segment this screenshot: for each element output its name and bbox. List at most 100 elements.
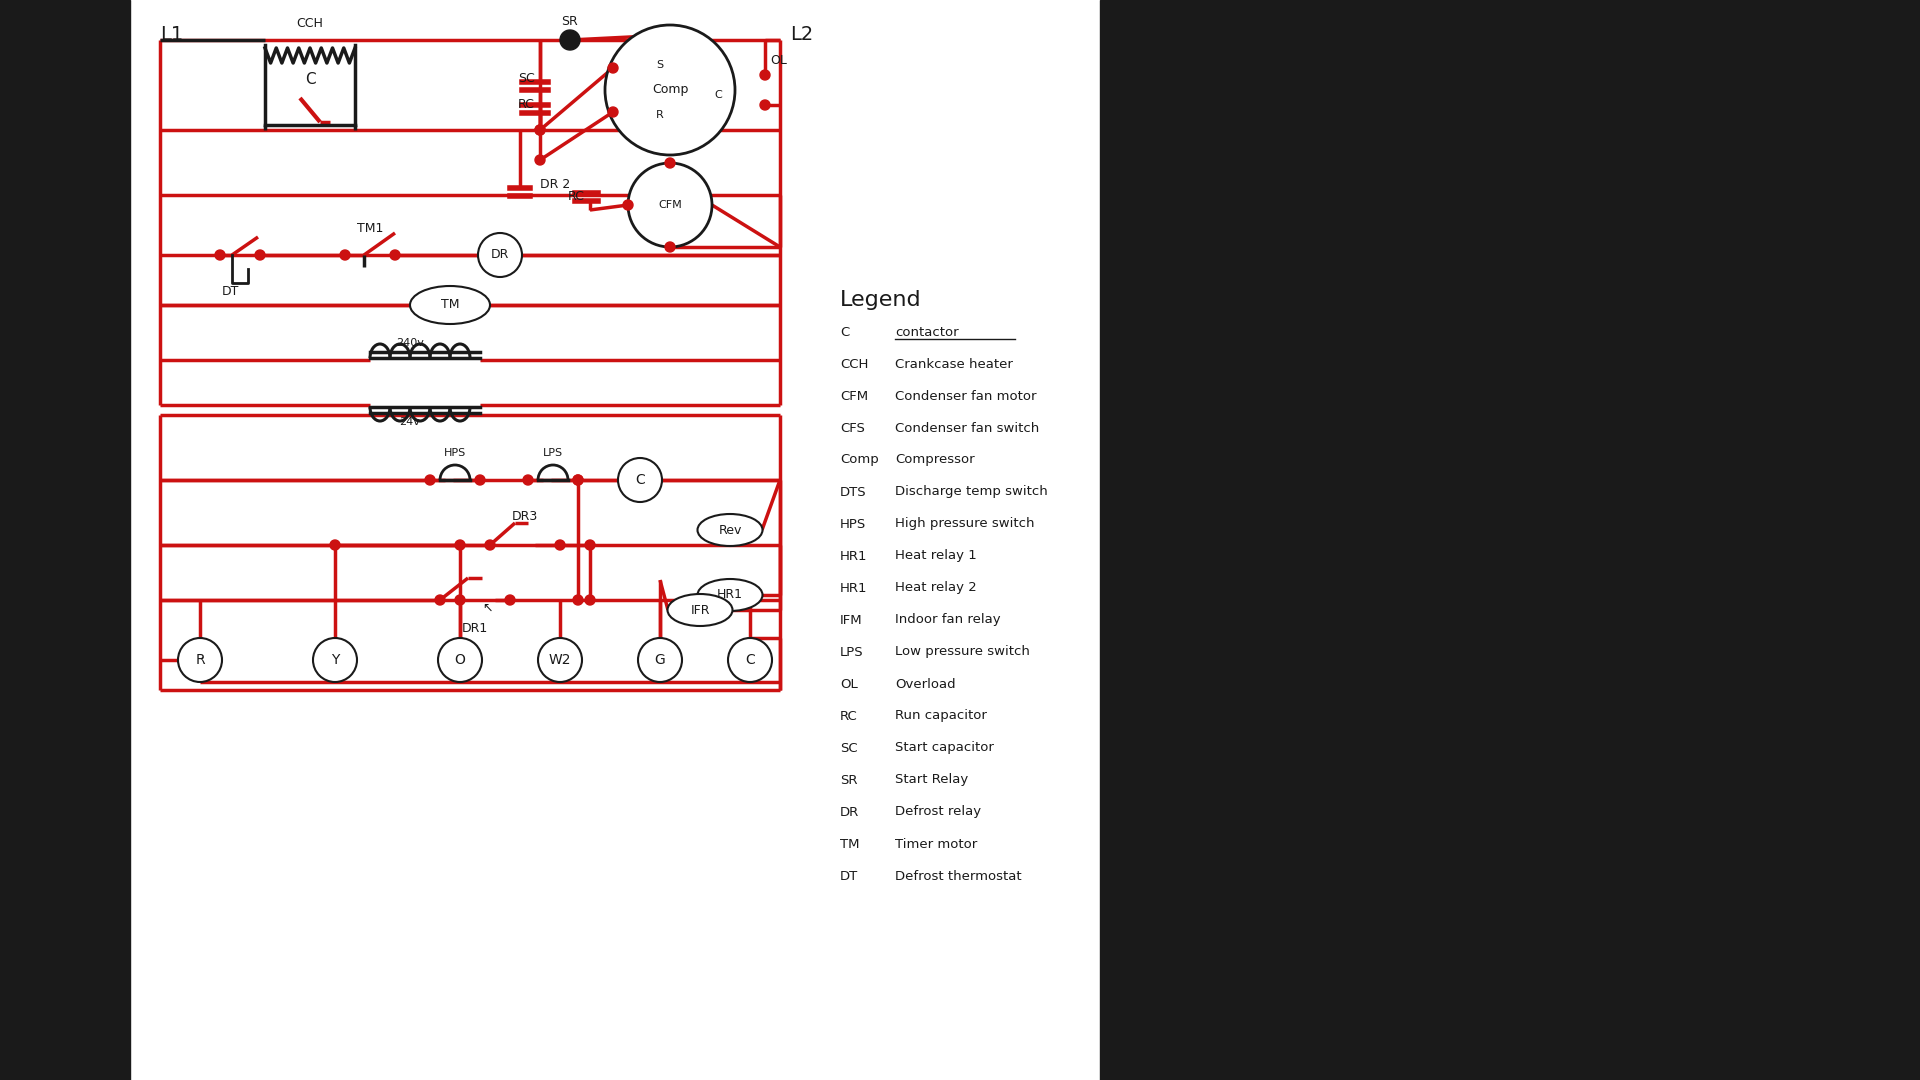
Text: RC: RC	[518, 98, 536, 111]
Circle shape	[522, 475, 534, 485]
Circle shape	[586, 595, 595, 605]
Circle shape	[455, 595, 465, 605]
Circle shape	[536, 125, 545, 135]
Text: Heat relay 2: Heat relay 2	[895, 581, 977, 594]
Text: TM: TM	[442, 298, 459, 311]
Text: DT: DT	[221, 285, 238, 298]
Text: DTS: DTS	[841, 486, 866, 499]
Circle shape	[609, 107, 618, 117]
Ellipse shape	[411, 286, 490, 324]
Text: Defrost relay: Defrost relay	[895, 806, 981, 819]
Text: C: C	[714, 90, 722, 100]
Text: Comp: Comp	[651, 83, 687, 96]
Text: Compressor: Compressor	[895, 454, 975, 467]
Text: CFS: CFS	[841, 421, 864, 434]
Circle shape	[637, 638, 682, 681]
Text: R: R	[196, 653, 205, 667]
Text: IFR: IFR	[691, 604, 710, 617]
Text: TM1: TM1	[357, 222, 384, 235]
Text: CCH: CCH	[296, 17, 323, 30]
Bar	[131, 0, 1100, 1080]
Text: Timer motor: Timer motor	[895, 837, 977, 851]
Bar	[1100, 0, 1920, 1080]
Circle shape	[478, 233, 522, 276]
Text: C: C	[745, 653, 755, 667]
Text: 24v: 24v	[399, 417, 420, 427]
Text: RC: RC	[841, 710, 858, 723]
Circle shape	[728, 638, 772, 681]
Circle shape	[664, 242, 676, 252]
Circle shape	[561, 30, 580, 50]
Circle shape	[609, 63, 618, 73]
Text: contactor: contactor	[895, 325, 958, 338]
Circle shape	[572, 475, 584, 485]
Text: IFM: IFM	[841, 613, 862, 626]
Text: OL: OL	[770, 54, 787, 67]
Circle shape	[455, 540, 465, 550]
Text: High pressure switch: High pressure switch	[895, 517, 1035, 530]
Text: Rev: Rev	[718, 524, 741, 537]
Text: Legend: Legend	[841, 291, 922, 310]
Text: W2: W2	[549, 653, 572, 667]
Text: L2: L2	[789, 25, 814, 44]
Text: HPS: HPS	[841, 517, 866, 530]
Circle shape	[424, 475, 436, 485]
Text: R: R	[657, 110, 664, 120]
Text: TM: TM	[841, 837, 860, 851]
Text: Crankcase heater: Crankcase heater	[895, 357, 1014, 370]
Text: O: O	[455, 653, 465, 667]
Circle shape	[555, 540, 564, 550]
Text: CCH: CCH	[841, 357, 868, 370]
Text: RC: RC	[568, 190, 586, 203]
Text: C: C	[841, 325, 849, 338]
Text: Condenser fan motor: Condenser fan motor	[895, 390, 1037, 403]
Text: DR: DR	[492, 248, 509, 261]
Text: Defrost thermostat: Defrost thermostat	[895, 869, 1021, 882]
Text: CFM: CFM	[659, 200, 682, 210]
Bar	[0, 0, 131, 1080]
Circle shape	[486, 540, 495, 550]
Text: Y: Y	[330, 653, 340, 667]
Text: DR: DR	[841, 806, 860, 819]
Ellipse shape	[668, 594, 733, 626]
Text: DR 2: DR 2	[540, 178, 570, 191]
Text: LPS: LPS	[841, 646, 864, 659]
Text: Low pressure switch: Low pressure switch	[895, 646, 1029, 659]
Text: ↖: ↖	[482, 602, 493, 615]
Circle shape	[536, 125, 545, 135]
Text: DT: DT	[841, 869, 858, 882]
Text: Overload: Overload	[895, 677, 956, 690]
Circle shape	[622, 200, 634, 210]
Circle shape	[436, 595, 445, 605]
Text: 240v: 240v	[396, 338, 424, 348]
Circle shape	[340, 249, 349, 260]
Circle shape	[215, 249, 225, 260]
Text: LPS: LPS	[543, 448, 563, 458]
Circle shape	[664, 158, 676, 168]
Circle shape	[474, 475, 486, 485]
Text: G: G	[655, 653, 666, 667]
Circle shape	[536, 156, 545, 165]
Circle shape	[572, 595, 584, 605]
Text: Condenser fan switch: Condenser fan switch	[895, 421, 1039, 434]
Text: Comp: Comp	[841, 454, 879, 467]
Text: Discharge temp switch: Discharge temp switch	[895, 486, 1048, 499]
Text: Start capacitor: Start capacitor	[895, 742, 995, 755]
Circle shape	[760, 70, 770, 80]
Circle shape	[438, 638, 482, 681]
Circle shape	[538, 638, 582, 681]
Text: CFM: CFM	[841, 390, 868, 403]
Circle shape	[760, 100, 770, 110]
Text: S: S	[657, 60, 664, 70]
Text: DR1: DR1	[463, 622, 488, 635]
Text: SC: SC	[841, 742, 858, 755]
Text: Heat relay 1: Heat relay 1	[895, 550, 977, 563]
Text: Start Relay: Start Relay	[895, 773, 968, 786]
Circle shape	[628, 163, 712, 247]
Text: Indoor fan relay: Indoor fan relay	[895, 613, 1000, 626]
Text: HR1: HR1	[841, 550, 868, 563]
Circle shape	[586, 540, 595, 550]
Circle shape	[313, 638, 357, 681]
Circle shape	[605, 25, 735, 156]
Text: SR: SR	[563, 15, 578, 28]
